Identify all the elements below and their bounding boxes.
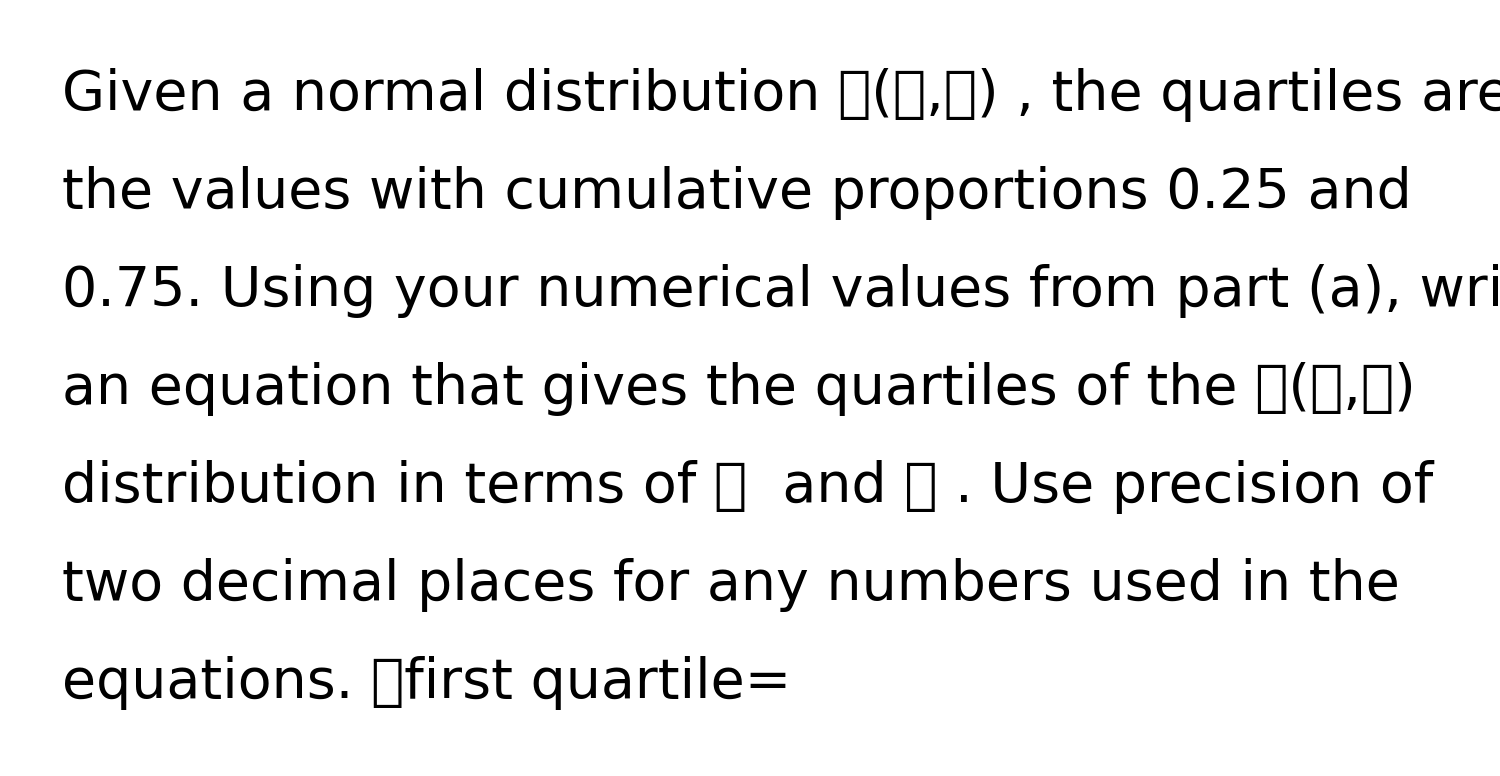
- Text: 0.75. Using your numerical values from part (a), write: 0.75. Using your numerical values from p…: [62, 264, 1500, 318]
- Text: the values with cumulative proportions 0.25 and: the values with cumulative proportions 0…: [62, 166, 1411, 220]
- Text: Given a normal distribution 𝒩(𝜇,𝜈) , the quartiles are: Given a normal distribution 𝒩(𝜇,𝜈) , the…: [62, 68, 1500, 122]
- Text: equations. 𝑥first quartile=: equations. 𝑥first quartile=: [62, 656, 792, 710]
- Text: two decimal places for any numbers used in the: two decimal places for any numbers used …: [62, 558, 1400, 612]
- Text: an equation that gives the quartiles of the 𝒩(𝜇,𝜈): an equation that gives the quartiles of …: [62, 362, 1416, 416]
- Text: distribution in terms of 𝜇  and 𝜈 . Use precision of: distribution in terms of 𝜇 and 𝜈 . Use p…: [62, 460, 1434, 514]
